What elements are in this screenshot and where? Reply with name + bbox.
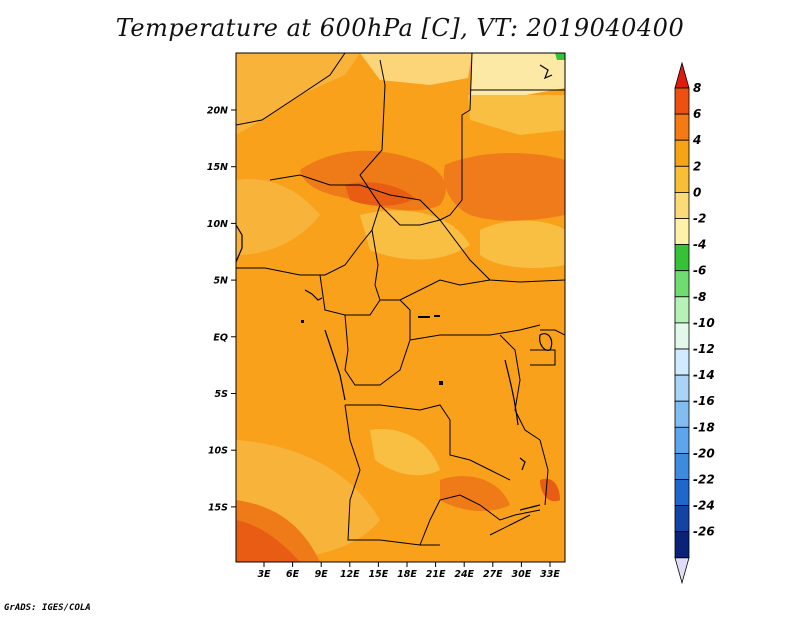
colorbar-swatch bbox=[674, 348, 690, 376]
colorbar-swatch bbox=[674, 191, 690, 219]
field-east-hot-spot bbox=[540, 478, 560, 502]
lon-tick-label: 33E bbox=[540, 569, 560, 580]
colorbar-swatch bbox=[674, 452, 690, 480]
lon-tick-label: 15E bbox=[369, 569, 389, 580]
colorbar-swatch bbox=[674, 426, 690, 454]
lat-tick-label: 10N bbox=[207, 219, 228, 230]
lon-tick-label: 27E bbox=[483, 569, 503, 580]
field-north-cool-patch bbox=[360, 53, 472, 85]
lon-tick-label: 18E bbox=[397, 569, 417, 580]
colorbar-top-arrow bbox=[674, 61, 690, 89]
map-title: Temperature at 600hPa [C], VT: 201904040… bbox=[115, 14, 685, 42]
temperature-field bbox=[236, 53, 565, 562]
coastlines-lakes bbox=[236, 64, 553, 511]
lon-tick-label: 30E bbox=[512, 569, 532, 580]
latitude-axis: 20N 15N 10N 5N EQ 5S 10S 15S bbox=[207, 106, 236, 513]
colorbar-label: -6 bbox=[693, 264, 706, 278]
colorbar-swatch bbox=[674, 531, 690, 559]
colorbar-label: -24 bbox=[693, 499, 715, 513]
colorbar-label: 2 bbox=[693, 159, 701, 173]
lon-tick-label: 21E bbox=[426, 569, 446, 580]
field-northeast-band bbox=[468, 95, 565, 135]
colorbar-label: -4 bbox=[693, 238, 706, 252]
lon-tick-label: 6E bbox=[286, 569, 300, 580]
colorbar-label: -22 bbox=[693, 473, 715, 487]
field-sahel-hot-core bbox=[345, 182, 415, 206]
lat-tick-label: 10S bbox=[208, 446, 228, 457]
grads-credit: GrADS: IGES/COLA bbox=[4, 603, 91, 613]
field-southwest-hot bbox=[236, 520, 300, 562]
colorbar-label: 4 bbox=[692, 133, 701, 147]
colorbar-swatch bbox=[674, 374, 690, 402]
colorbar: 8 6 4 2 0 -2 -4 -6 -8 -10 -12 -14 -16 -18 -20 -22 -24 -26 bbox=[674, 61, 715, 585]
field-west-band bbox=[236, 179, 320, 255]
lon-tick-label: 3E bbox=[257, 569, 271, 580]
colorbar-swatch bbox=[674, 139, 690, 167]
field-east-sahel-warm bbox=[443, 153, 565, 221]
colorbar-swatch bbox=[674, 87, 690, 115]
map-frame bbox=[235, 52, 566, 563]
lat-tick-label: 15N bbox=[207, 162, 228, 173]
longitude-axis: 3E 6E 9E 12E 15E 18E 21E 24E 27E 30E 33E bbox=[257, 562, 560, 580]
lon-tick-label: 9E bbox=[315, 569, 329, 580]
field-northeast-cool-patch bbox=[470, 53, 565, 98]
lon-tick-label: 24E bbox=[454, 569, 474, 580]
colorbar-swatch bbox=[674, 479, 690, 507]
field-northeast-cold-spot bbox=[555, 53, 565, 60]
lat-tick-label: 15S bbox=[208, 502, 228, 513]
field-north-west-band bbox=[236, 53, 360, 135]
colorbar-label: 6 bbox=[693, 107, 701, 121]
lat-tick-label: 5S bbox=[215, 389, 229, 400]
field-angola-cool bbox=[370, 429, 440, 476]
colorbar-swatch bbox=[674, 218, 690, 246]
colorbar-label: -12 bbox=[693, 342, 715, 356]
lat-tick-label: EQ bbox=[213, 332, 228, 343]
country-borders bbox=[236, 53, 565, 546]
colorbar-label: -16 bbox=[693, 394, 715, 408]
colorbar-swatch bbox=[674, 400, 690, 428]
colorbar-label: -14 bbox=[693, 368, 715, 382]
small-lakes bbox=[301, 315, 443, 385]
colorbar-label: -10 bbox=[693, 316, 715, 330]
colorbar-swatch bbox=[674, 296, 690, 324]
colorbar-label: -8 bbox=[693, 290, 706, 304]
colorbar-swatch bbox=[674, 113, 690, 141]
colorbar-swatch bbox=[674, 270, 690, 298]
field-east-cool bbox=[480, 220, 565, 268]
lat-tick-label: 20N bbox=[207, 106, 228, 117]
colorbar-label: -26 bbox=[693, 525, 715, 539]
colorbar-bottom-arrow bbox=[674, 557, 690, 585]
colorbar-label: 8 bbox=[693, 81, 701, 95]
colorbar-label: 0 bbox=[693, 185, 701, 199]
colorbar-label: -20 bbox=[693, 446, 715, 460]
colorbar-swatch bbox=[674, 505, 690, 533]
colorbar-swatch bbox=[674, 322, 690, 350]
colorbar-swatch bbox=[674, 244, 690, 272]
lat-tick-label: 5N bbox=[213, 276, 228, 287]
lon-tick-label: 12E bbox=[340, 569, 360, 580]
field-south-central-warm bbox=[440, 476, 510, 512]
colorbar-label: -2 bbox=[693, 212, 706, 226]
colorbar-label: -18 bbox=[693, 420, 715, 434]
colorbar-swatch bbox=[674, 165, 690, 193]
